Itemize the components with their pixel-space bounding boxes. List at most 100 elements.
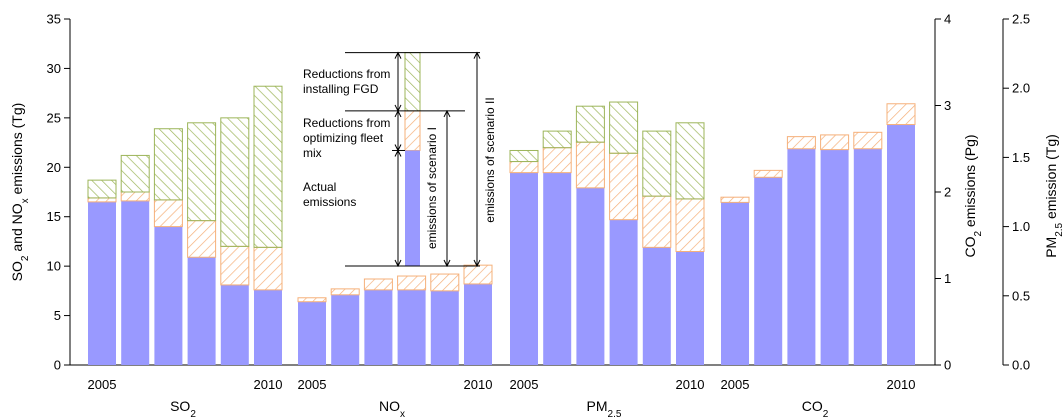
legend-scenario-1-label: emissions of scenario I xyxy=(425,127,439,249)
legend-label-fgd-line2: installing FGD xyxy=(303,82,379,96)
legend-label-actual-line2: emissions xyxy=(303,195,356,209)
x-tick-label: 2005 xyxy=(721,377,750,392)
right2-tick-label: 1.5 xyxy=(1012,150,1030,165)
x-tick-label: 2005 xyxy=(510,377,539,392)
legend-label-fleet-line3: mix xyxy=(303,146,322,160)
x-tick-label: 2010 xyxy=(464,377,493,392)
bar-fleet-reduction xyxy=(297,297,327,303)
bar-actual xyxy=(298,301,326,365)
legend-fleet-swatch xyxy=(404,110,421,151)
right1-tick-label: 4 xyxy=(944,12,951,27)
bar-actual xyxy=(187,257,216,365)
legend-label-fgd-line1: Reductions from xyxy=(303,67,390,81)
bar-fgd-reduction xyxy=(642,130,672,197)
bar-fleet-reduction xyxy=(120,191,150,202)
pm25-axis-title: PM2.5 emission (Tg) xyxy=(1043,134,1064,258)
right1-tick-label: 0 xyxy=(944,358,951,373)
legend-scenario-2-label: emissions of scenario II xyxy=(483,97,497,222)
bar-actual xyxy=(430,290,459,365)
legend-label-actual-line1: Actual xyxy=(303,180,336,194)
x-tick-label: 2010 xyxy=(887,377,916,392)
bar-fleet-reduction xyxy=(820,134,850,151)
x-tick-label: 2010 xyxy=(254,377,283,392)
co2-axis-ticks: 0 1 2 3 4 xyxy=(935,12,951,373)
bar-fgd-reduction xyxy=(153,128,183,201)
legend-label-fleet: Reductions from optimizing fleet mix xyxy=(303,116,394,160)
bar-fleet-reduction xyxy=(253,246,283,291)
co2-axis-title: CO2 emissions (Pg) xyxy=(962,134,984,257)
right1-tick-label: 1 xyxy=(944,271,951,286)
bar-actual xyxy=(576,187,605,365)
legend-arrowhead xyxy=(394,51,402,59)
bar-actual xyxy=(121,200,150,365)
bar-actual xyxy=(609,219,638,365)
legend-label-fgd: Reductions from installing FGD xyxy=(303,67,394,96)
bar-fgd-reduction xyxy=(220,117,250,247)
legend-arrowhead xyxy=(394,259,402,268)
x-tick-label: 2005 xyxy=(298,377,327,392)
bar-fgd-reduction xyxy=(675,122,705,200)
bar-actual xyxy=(364,289,393,365)
left-tick-label: 25 xyxy=(47,110,61,125)
bar-fleet-reduction xyxy=(542,147,572,174)
bar-actual xyxy=(754,177,783,365)
bar-fgd-reduction xyxy=(542,130,572,149)
right1-tick-label: 2 xyxy=(944,185,951,200)
right1-tick-label: 3 xyxy=(944,98,951,113)
bar-actual xyxy=(397,289,426,365)
left-axis-title: SO2 and NOx emissions (Tg) xyxy=(9,103,31,282)
bar-fleet-reduction xyxy=(153,199,183,228)
bar-fleet-reduction xyxy=(397,275,427,291)
bars xyxy=(87,85,916,365)
bar-fgd-reduction xyxy=(187,122,217,222)
bar-actual xyxy=(331,294,360,365)
bar-actual xyxy=(464,283,492,365)
x-tick-label: 2005 xyxy=(88,377,117,392)
bar-fleet-reduction xyxy=(753,169,783,178)
legend: Reductions from installing FGD Reduction… xyxy=(303,51,497,268)
x-tick-labels: 2005 2010 2005 2010 2005 2010 2005 2010 xyxy=(88,377,916,392)
group-label-co2: CO2 xyxy=(802,398,829,418)
left-tick-label: 20 xyxy=(47,160,61,175)
left-tick-label: 10 xyxy=(47,259,61,274)
bar-actual xyxy=(887,124,915,365)
bar-fleet-reduction xyxy=(675,198,705,253)
bar-fleet-reduction xyxy=(786,136,816,150)
bar-fleet-reduction xyxy=(609,152,639,221)
bar-fleet-reduction xyxy=(220,245,250,286)
legend-actual-swatch xyxy=(405,150,420,266)
left-axis-ticks: 0 5 10 15 20 25 30 35 xyxy=(47,12,70,373)
bar-actual xyxy=(88,201,116,365)
bar-fgd-reduction xyxy=(253,85,283,248)
bar-fgd-reduction xyxy=(509,149,539,163)
x-tick-label: 2010 xyxy=(676,377,705,392)
right2-tick-label: 2.5 xyxy=(1012,12,1030,27)
legend-brackets xyxy=(345,51,481,268)
legend-label-fleet-line1: Reductions from xyxy=(303,116,390,130)
pm25-axis-ticks: 0.0 0.5 1.0 1.5 2.0 2.5 xyxy=(1003,12,1030,373)
right2-tick-label: 0.5 xyxy=(1012,288,1030,303)
bar-actual xyxy=(154,226,183,365)
bar-fgd-reduction xyxy=(120,154,150,193)
left-tick-label: 0 xyxy=(54,358,61,373)
bar-actual xyxy=(543,172,572,365)
bar-actual xyxy=(820,149,849,365)
group-label-so2: SO2 xyxy=(170,398,196,418)
legend-arrowhead xyxy=(443,109,451,118)
group-label-pm25: PM2.5 xyxy=(587,398,622,418)
bar-actual xyxy=(220,284,249,365)
legend-arrowhead xyxy=(394,149,402,157)
left-tick-label: 30 xyxy=(47,61,61,76)
bar-actual xyxy=(721,202,749,365)
bar-fleet-reduction xyxy=(642,195,672,248)
bar-actual xyxy=(642,247,671,365)
bar-fleet-reduction xyxy=(87,197,117,203)
bar-fleet-reduction xyxy=(575,141,605,189)
legend-arrowhead xyxy=(394,109,402,118)
bar-actual xyxy=(676,251,704,365)
legend-label-actual: Actual emissions xyxy=(303,180,356,209)
bar-fleet-reduction xyxy=(330,288,360,296)
group-label-nox: NOx xyxy=(379,398,405,418)
bar-fleet-reduction xyxy=(886,103,916,126)
bar-fgd-reduction xyxy=(609,101,639,154)
